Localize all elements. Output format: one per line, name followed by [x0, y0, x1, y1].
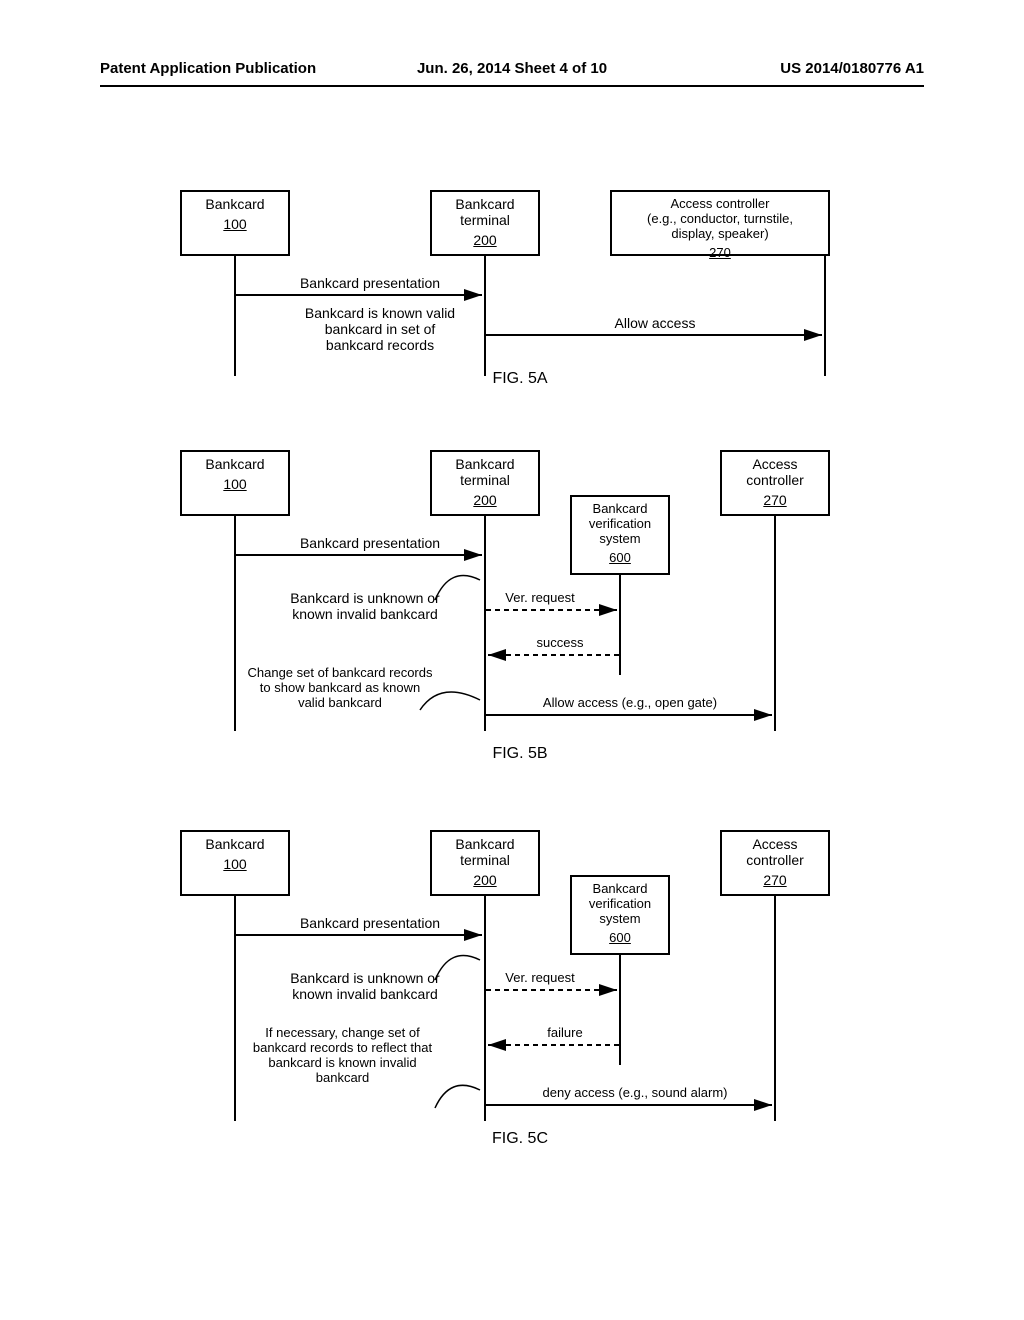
fig-5c: Bankcard 100 Bankcard terminal 200 Acces… — [180, 830, 860, 1150]
label-change-b: Change set of bankcard records to show b… — [215, 665, 465, 710]
page-header: Patent Application Publication Jun. 26, … — [0, 60, 1024, 77]
label-presentation: Bankcard presentation — [280, 275, 460, 291]
label-deny-c: deny access (e.g., sound alarm) — [510, 1085, 760, 1100]
label-allow: Allow access — [580, 315, 730, 331]
label-ver-request-c: Ver. request — [490, 970, 590, 985]
label-success-b: success — [520, 635, 600, 650]
diagrams: Bankcard 100 Bankcard terminal 200 Acces… — [180, 190, 860, 1210]
fig-5a-caption: FIG. 5A — [492, 370, 547, 388]
header-rule — [100, 85, 924, 87]
header-right: US 2014/0180776 A1 — [780, 60, 924, 77]
header-left: Patent Application Publication — [100, 60, 316, 77]
fig-5b-caption: FIG. 5B — [492, 745, 547, 763]
label-allow-b: Allow access (e.g., open gate) — [510, 695, 750, 710]
label-presentation-c: Bankcard presentation — [280, 915, 460, 931]
label-change-c: If necessary, change set of bankcard rec… — [210, 1025, 475, 1085]
label-unknown-c: Bankcard is unknown or known invalid ban… — [260, 970, 470, 1002]
fig-5c-caption: FIG. 5C — [492, 1130, 548, 1148]
label-ver-request-b: Ver. request — [490, 590, 590, 605]
label-failure-c: failure — [530, 1025, 600, 1040]
label-presentation-b: Bankcard presentation — [280, 535, 460, 551]
label-unknown-b: Bankcard is unknown or known invalid ban… — [260, 590, 470, 622]
header-center: Jun. 26, 2014 Sheet 4 of 10 — [417, 60, 607, 77]
label-known-valid: Bankcard is known valid bankcard in set … — [280, 305, 480, 353]
patent-page: Patent Application Publication Jun. 26, … — [0, 0, 1024, 1320]
fig-5a: Bankcard 100 Bankcard terminal 200 Acces… — [180, 190, 860, 390]
fig-5b: Bankcard 100 Bankcard terminal 200 Acces… — [180, 450, 860, 770]
